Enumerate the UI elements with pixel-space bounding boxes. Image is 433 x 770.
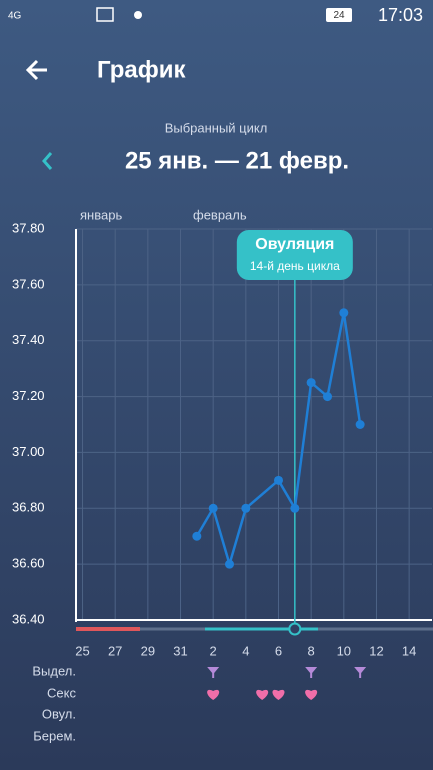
- x-tick-label: 2: [210, 643, 217, 658]
- y-tick-label: 37.60: [12, 276, 45, 291]
- y-tick-label: 36.40: [12, 611, 45, 626]
- ovulation-badge: [236, 230, 353, 280]
- sex-icon: [272, 689, 285, 700]
- battery: [326, 8, 352, 22]
- temperature-point: [290, 503, 300, 513]
- x-tick-label: 12: [369, 643, 383, 658]
- x-tick-label: 10: [337, 643, 351, 658]
- month-label: январь: [80, 207, 122, 222]
- ovulation-title: Овуляция: [255, 236, 334, 253]
- battery-level: 24: [333, 10, 345, 21]
- time: 17:03: [378, 5, 423, 25]
- temperature-point: [241, 503, 251, 513]
- title: График: [97, 56, 186, 83]
- temperature-point: [192, 531, 202, 541]
- prev-cycle[interactable]: [42, 152, 53, 170]
- temperature-point: [322, 392, 332, 402]
- network: 4G: [8, 11, 22, 22]
- y-tick-label: 37.80: [12, 220, 45, 235]
- temperature-point: [306, 378, 316, 388]
- back-button[interactable]: [25, 59, 47, 81]
- x-tick-label: 27: [108, 643, 122, 658]
- sex-icon: [207, 689, 220, 700]
- sex-icon: [305, 689, 318, 700]
- discharge-icon: [207, 667, 220, 678]
- discharge-icon: [354, 667, 367, 678]
- x-tick-label: 8: [308, 643, 315, 658]
- y-tick-label: 37.00: [12, 444, 45, 459]
- x-tick-label: 6: [275, 643, 282, 658]
- ovulation-subtitle: 14-й день цикла: [250, 259, 340, 273]
- temperature-point: [225, 559, 235, 569]
- row-label: Выдел.: [32, 663, 76, 678]
- y-tick-label: 36.60: [12, 556, 45, 571]
- discharge-icon: [305, 667, 318, 678]
- ovulation-handle: [288, 622, 302, 636]
- row-label: Секс: [47, 685, 76, 700]
- row-label: Берем.: [33, 728, 76, 743]
- gallery-icon: [96, 7, 114, 22]
- y-tick-label: 37.20: [12, 388, 45, 403]
- temperature-point: [355, 420, 365, 429]
- row-label: Овул.: [42, 706, 76, 721]
- cycle-range: 25 янв. — 21 февр.: [125, 147, 349, 174]
- cycle-caption: Выбранный цикл: [165, 120, 268, 135]
- x-tick-label: 14: [402, 643, 416, 658]
- hotspot-icon: [134, 11, 142, 19]
- temperature-line: [195, 312, 362, 569]
- temperature-point: [208, 503, 218, 513]
- month-label: февраль: [193, 207, 247, 222]
- temperature-point: [273, 475, 283, 485]
- x-tick-label: 31: [173, 643, 187, 658]
- x-tick-label: 25: [75, 643, 89, 658]
- x-tick-label: 4: [242, 643, 249, 658]
- y-tick-label: 37.40: [12, 332, 45, 347]
- temperature-point: [339, 308, 349, 318]
- x-tick-label: 29: [141, 643, 155, 658]
- sex-icon: [256, 689, 269, 700]
- y-tick-label: 36.80: [12, 500, 45, 515]
